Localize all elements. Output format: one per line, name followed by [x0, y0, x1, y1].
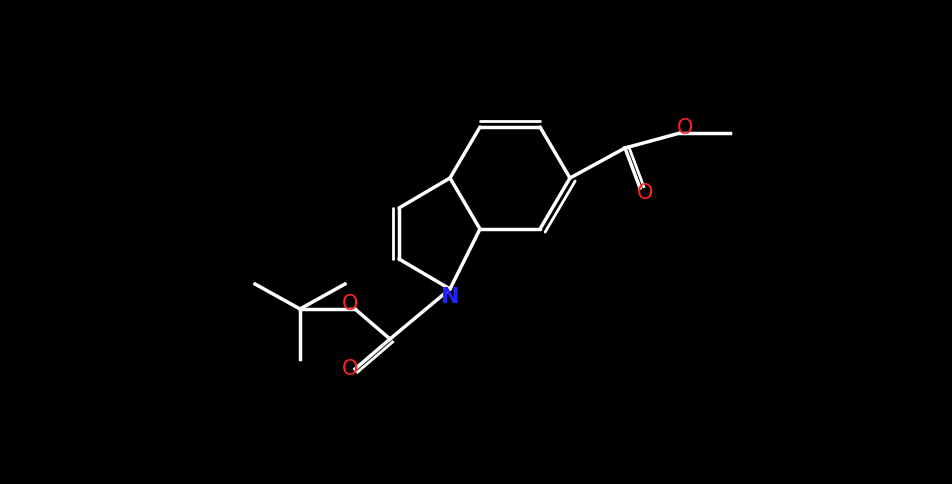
- Text: O: O: [636, 183, 652, 203]
- Text: O: O: [342, 359, 358, 379]
- Text: O: O: [676, 118, 692, 138]
- Text: O: O: [342, 294, 358, 314]
- Text: N: N: [440, 287, 459, 307]
